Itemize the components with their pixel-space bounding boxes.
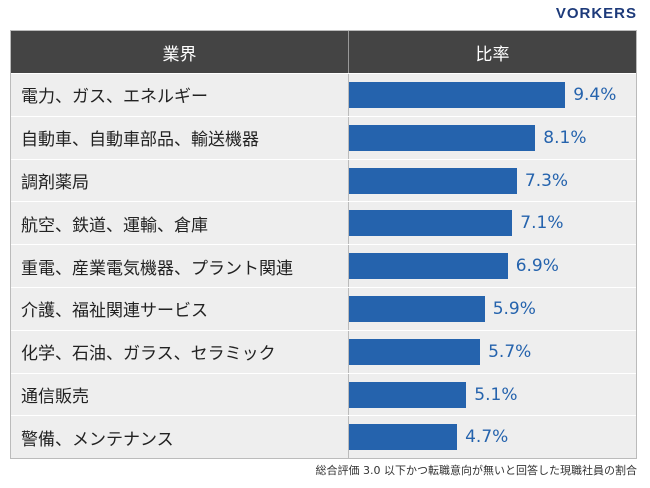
ratio-cell: 5.7% [349,331,636,373]
header-industry: 業界 [11,31,349,73]
ratio-bar [349,253,508,280]
table-row: 通信販売 5.1% [11,372,636,416]
table-row: 航空、鉄道、運輸、倉庫 7.1% [11,201,636,245]
header-ratio: 比率 [475,44,510,65]
ratio-bar [349,338,481,365]
ratio-label: 7.3% [524,170,569,191]
ratio-label: 5.7% [488,341,532,362]
ratio-cell: 5.9% [349,288,636,330]
ratio-label: 7.1% [520,213,564,234]
ratio-label: 5.1% [474,384,518,405]
industry-label: 調剤薬局 [11,159,349,202]
industry-label: 通信販売 [11,373,349,416]
ratio-cell: 7.1% [349,202,636,244]
ratio-label: 6.9% [515,256,559,277]
industry-label: 航空、鉄道、運輸、倉庫 [11,202,349,245]
table-row: 電力、ガス、エネルギー 9.4% [11,73,636,116]
ratio-label: 8.1% [543,127,587,148]
industry-label: 電力、ガス、エネルギー [11,74,349,116]
ratio-cell: 6.9% [349,245,636,287]
table-row: 重電、産業電気機器、プラント関連 6.9% [11,244,636,287]
ratio-cell: 8.1% [349,117,636,159]
industry-label: 自動車、自動車部品、輸送機器 [11,116,349,159]
ratio-label: 5.9% [492,298,536,319]
ratio-cell: 7.3% [349,160,636,202]
industry-label: 警備、メンテナンス [11,416,349,459]
ratio-cell: 5.1% [349,374,636,416]
ratio-cell: 4.7% [349,416,636,458]
footnote: 総合評価 3.0 以下かつ転職意向が無いと回答した現職社員の割合 [315,464,638,477]
industry-label: 重電、産業電気機器、プラント関連 [11,245,349,287]
ratio-label: 9.4% [573,85,617,105]
ratio-label: 4.7% [465,427,509,448]
ratio-bar [349,381,467,408]
vorkers-logo: VORKERS [555,5,637,22]
ratio-bar [349,210,513,237]
ratio-bar [349,167,517,194]
ratio-bar [349,124,536,151]
table-row: 調剤薬局 7.3% [11,158,636,202]
ratio-cell: 9.4% [349,74,636,116]
table-row: 介護、福祉関連サービス 5.9% [11,286,636,330]
table-header: 業界 比率 [11,31,636,73]
ratio-bar [349,295,485,322]
table-row: 化学、石油、ガラス、セラミック 5.7% [11,329,636,373]
table-row: 警備、メンテナンス 4.7% [11,415,636,459]
industry-label: 介護、福祉関連サービス [11,287,349,330]
industry-label: 化学、石油、ガラス、セラミック [11,330,349,373]
ratio-bar [349,82,566,108]
industry-table: 業界 比率 電力、ガス、エネルギー 9.4% 自動車、自動車部品、輸送機器 8.… [10,30,637,460]
table-row: 自動車、自動車部品、輸送機器 8.1% [11,115,636,159]
ratio-bar [349,424,458,451]
